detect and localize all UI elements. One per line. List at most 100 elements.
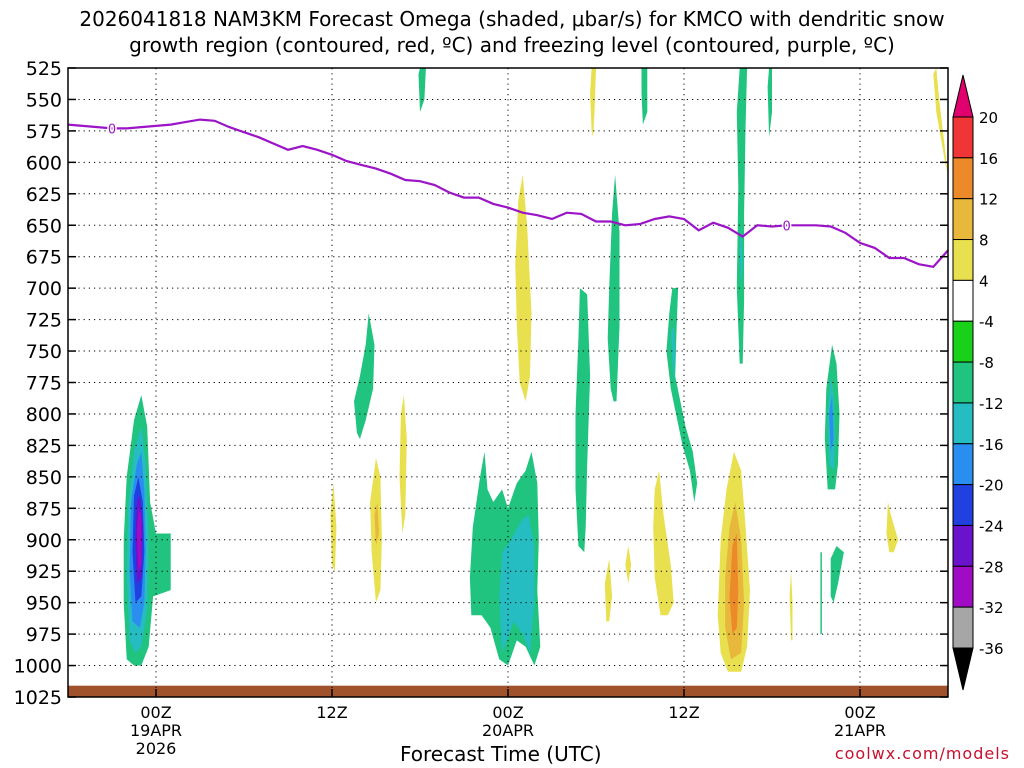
freezing-level-contour: 00	[67, 118, 949, 268]
y-tick-label-725: 725	[26, 310, 62, 332]
omega-region-27	[515, 174, 532, 402]
omega-region-35	[789, 571, 793, 641]
y-tick-label-600: 600	[26, 152, 62, 174]
omega-region-14	[670, 325, 676, 383]
colorbar-label-0: 20	[979, 109, 998, 127]
omega-region-30	[625, 546, 632, 584]
colorbar-bin-8	[952, 443, 974, 486]
y-tick-label-625: 625	[26, 184, 62, 206]
colorbar-bin-5	[952, 320, 974, 363]
omega-region-17	[767, 68, 772, 138]
omega-region-28	[590, 68, 596, 138]
x-tick-label-42-1: 12Z	[668, 703, 699, 722]
grid-lines	[68, 68, 948, 698]
omega-region-10	[575, 288, 591, 553]
colorbar-label-2: 12	[979, 191, 998, 209]
y-tick-label-775: 775	[26, 373, 62, 395]
colorbar-bin-4	[952, 279, 974, 322]
y-tick-label-675: 675	[26, 247, 62, 269]
colorbar-bin-2	[952, 198, 974, 241]
colorbar-bin-11	[952, 565, 974, 608]
freezing-level-label-1: 0	[783, 219, 791, 234]
freezing-level-line	[67, 118, 949, 268]
x-tick-label-54-2: 21APR	[834, 721, 886, 740]
x-tick-label-30-2: 20APR	[482, 721, 534, 740]
colorbar-bin-7	[952, 402, 974, 445]
omega-region-23	[330, 483, 337, 572]
x-tick-label-54-1: 00Z	[844, 703, 875, 722]
y-tick-label-550: 550	[26, 89, 62, 111]
x-tick-label-6-3: 2026	[136, 739, 177, 758]
omega-region-25	[374, 502, 379, 546]
y-tick-label-650: 650	[26, 215, 62, 237]
colorbar-label-4: 4	[979, 272, 989, 290]
y-tick-label-875: 875	[26, 498, 62, 520]
x-tick-label-6-1: 00Z	[140, 703, 171, 722]
colorbar-label-5: -4	[979, 313, 994, 331]
omega-region-31	[653, 470, 674, 616]
y-tick-label-575: 575	[26, 121, 62, 143]
omega-region-29	[604, 558, 613, 622]
colorbar-label-11: -28	[979, 558, 1004, 576]
x-tick-label-6-2: 19APR	[130, 721, 182, 740]
omega-region-6	[354, 313, 375, 440]
colorbar-label-1: 16	[979, 150, 998, 168]
omega-region-20	[829, 395, 834, 452]
colorbar-label-12: -32	[979, 599, 1004, 617]
y-tick-label-800: 800	[26, 404, 62, 426]
y-tick-label-1000: 1000	[14, 656, 62, 678]
colorbar-bin-6	[952, 361, 974, 404]
colorbar-bin-1	[952, 157, 974, 200]
y-tick-label-900: 900	[26, 530, 62, 552]
x-axis-title: Forecast Time (UTC)	[400, 742, 602, 766]
y-tick-label-850: 850	[26, 467, 62, 489]
colorbar-label-3: 8	[979, 232, 989, 250]
colorbar-top-triangle	[952, 74, 974, 118]
credit-text[interactable]: coolwx.com/models	[834, 744, 1010, 763]
omega-region-12	[641, 68, 648, 125]
freezing-level-label-0: 0	[108, 122, 116, 137]
y-tick-label-975: 975	[26, 624, 62, 646]
colorbar-bin-12	[952, 606, 974, 649]
colorbar-label-13: -36	[979, 640, 1004, 658]
omega-region-5	[136, 508, 142, 572]
y-tick-label-1025: 1025	[14, 687, 62, 709]
y-tick-label-925: 925	[26, 561, 62, 583]
omega-region-9	[499, 514, 535, 653]
chart-title-line-1: 2026041818 NAM3KM Forecast Omega (shaded…	[79, 7, 945, 31]
chart-title-line-2: growth region (contoured, red, ºC) and f…	[129, 33, 895, 57]
omega-region-7	[418, 68, 426, 112]
omega-region-22	[830, 546, 844, 603]
y-tick-label-525: 525	[26, 58, 62, 80]
x-tick-label-18-1: 12Z	[316, 703, 347, 722]
colorbar-label-6: -8	[979, 354, 994, 372]
y-tick-label-950: 950	[26, 593, 62, 615]
omega-region-15	[736, 68, 748, 364]
omega-region-16	[739, 225, 743, 289]
y-tick-label-700: 700	[26, 278, 62, 300]
omega-region-21	[820, 552, 822, 635]
omega-region-37	[933, 68, 948, 175]
omega-region-13	[666, 288, 698, 502]
omega-region-34	[729, 533, 739, 635]
y-tick-label-825: 825	[26, 435, 62, 457]
colorbar-bin-0	[952, 116, 974, 159]
y-tick-label-750: 750	[26, 341, 62, 363]
colorbar-label-9: -20	[979, 477, 1004, 495]
colorbar: 20 16 12 8 4 -4 -8 -12 -16 -20 -24 -28 -32 -36	[952, 74, 1004, 691]
colorbar-bin-10	[952, 524, 974, 567]
colorbar-bin-3	[952, 239, 974, 281]
x-tick-label-30-1: 00Z	[492, 703, 523, 722]
colorbar-label-10: -24	[979, 517, 1004, 535]
colorbar-label-7: -12	[979, 395, 1004, 413]
y-axis: 525 550 575 600 625 650 675 700 725 750 775 800 825 8…	[14, 58, 948, 709]
colorbar-bottom-triangle	[952, 647, 974, 691]
omega-shading	[123, 68, 948, 672]
omega-region-26	[399, 395, 407, 534]
omega-region-36	[886, 502, 899, 553]
colorbar-label-8: -16	[979, 436, 1004, 454]
omega-region-11	[607, 174, 620, 402]
colorbar-bin-9	[952, 484, 974, 526]
